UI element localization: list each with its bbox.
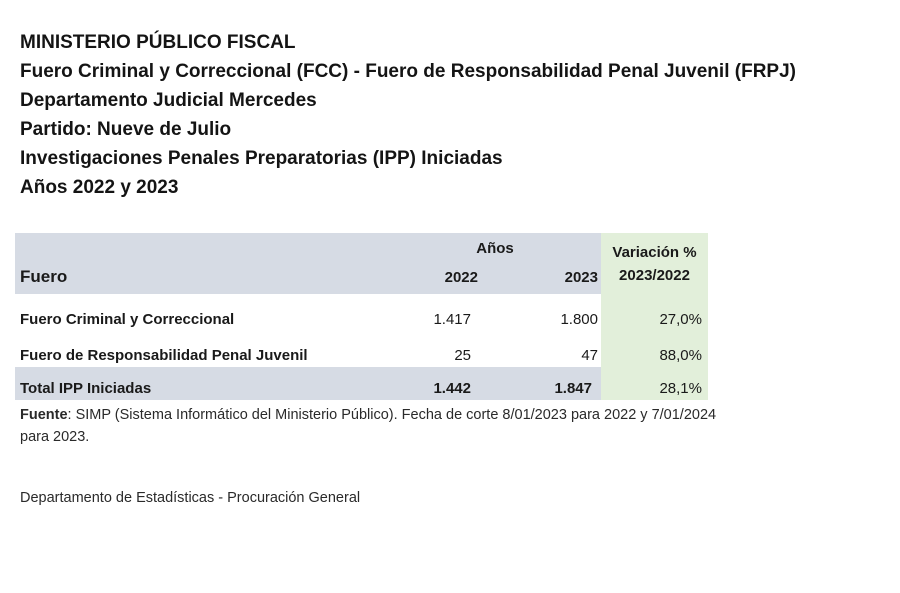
total-label: Total IPP Iniciadas [20,380,152,397]
header-partido: Partido: Nueve de Julio [20,119,232,140]
row-variation-value: 88,0% [659,347,702,364]
header-subject: Investigaciones Penales Preparatorias (I… [20,148,503,169]
row-2022-value: 25 [454,347,471,364]
total-2023-value: 1.847 [554,380,592,397]
header-fuero: Fuero Criminal y Correccional (FCC) - Fu… [20,61,796,82]
header-years: Años 2022 y 2023 [20,177,179,198]
source-label: Fuente [20,407,68,423]
row-2023-value: 47 [581,347,598,364]
header-variation-cell: Variación % [612,244,697,261]
row-fuero-label: Fuero Criminal y Correccional [20,311,235,328]
ipp-table: Fuero Años 2022 2023 Variación % 2023/20… [15,233,708,400]
footer-credit: Departamento de Estadísticas - Procuraci… [20,490,361,506]
source-text: : SIMP (Sistema Informático del Minister… [20,407,717,445]
table-header-row: Fuero Años 2022 2023 Variación % 2023/20… [15,233,708,294]
total-2022-value: 1.442 [433,380,471,397]
table-row [15,332,708,367]
header-department: Departamento Judicial Mercedes [20,90,317,111]
header-anios-cell: Años [476,240,514,257]
header-2023-cell: 2023 [564,269,598,286]
row-variation-value: 27,0% [659,311,702,328]
variation-column-header-bg [601,233,708,294]
variation-cell-bg [601,367,708,400]
header-fuero-cell: Fuero [20,267,68,286]
row-2022-value: 1.417 [433,311,471,328]
source-note: Fuente: SIMP (Sistema Informático del Mi… [20,404,720,448]
header-variation-period-cell: 2023/2022 [619,267,690,284]
row-fuero-label: Fuero de Responsabilidad Penal Juvenil [20,347,308,364]
variation-cell-bg [601,332,708,367]
header-2022-cell: 2022 [444,269,478,286]
table-total-row [15,367,708,400]
report-header: MINISTERIO PÚBLICO FISCAL Fuero Criminal… [20,28,796,202]
total-variation-value: 28,1% [659,380,702,397]
variation-cell-bg [601,294,708,332]
row-2023-value: 1.800 [560,311,598,328]
table-row: Fuero Criminal y Correccional [15,294,708,332]
header-ministry: MINISTERIO PÚBLICO FISCAL [20,32,296,53]
